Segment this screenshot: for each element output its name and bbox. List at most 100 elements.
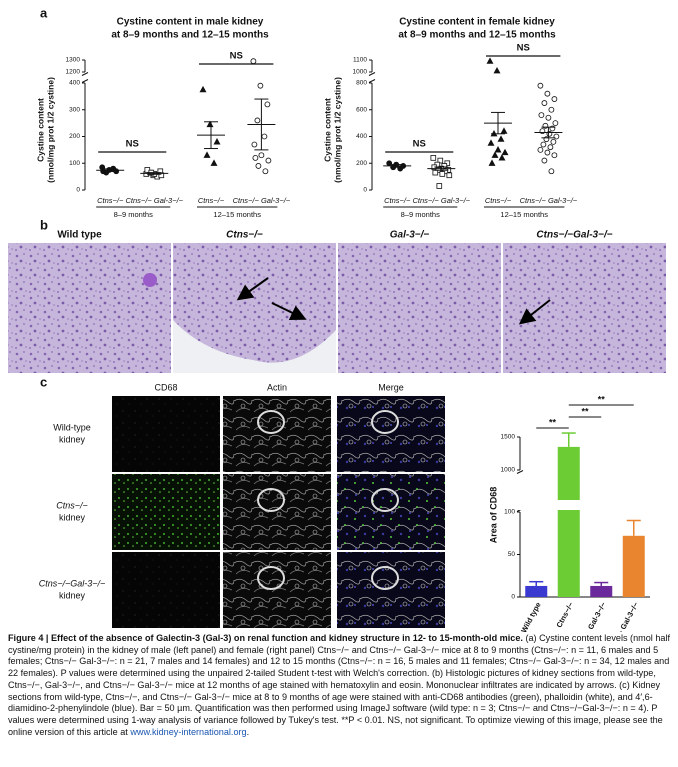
point [547, 144, 554, 151]
group-label: 12–15 months [500, 210, 548, 219]
axis-break [81, 72, 89, 76]
point [430, 155, 437, 161]
histology-label: Wild type [57, 230, 102, 241]
x-tick-label: Ctns−/− Gal-3−/− [520, 196, 578, 205]
histology-image [503, 243, 666, 373]
caption-link[interactable]: www.kidney-international.org [130, 726, 247, 737]
point [255, 163, 262, 169]
group-label: 8–9 months [401, 210, 440, 219]
y-tick-label: 200 [356, 160, 367, 167]
row-label: kidney [59, 590, 86, 600]
y-tick-label: 50 [508, 551, 516, 558]
figure: a b c Cystine content in male kidney at 8… [8, 5, 666, 632]
axis-break-gap [516, 500, 650, 510]
chart-title: Cystine content in female kidney [399, 17, 555, 28]
column-header: Actin [267, 382, 287, 392]
annotation: ** [549, 417, 557, 427]
point [538, 112, 545, 118]
y-tick-label: 100 [69, 160, 80, 167]
point [494, 146, 502, 153]
y-tick-label: 800 [356, 80, 367, 87]
histology-label: Ctns−/− [226, 230, 263, 241]
point [446, 172, 453, 179]
x-tick-label: Ctns−/− Gal-3−/− [413, 196, 471, 205]
micrograph [337, 474, 445, 550]
y-axis-label: Area of CD68 [488, 487, 498, 544]
point [199, 85, 207, 93]
axis-break [368, 79, 376, 83]
x-tick-label: Gal-3−/− [586, 600, 608, 631]
point [548, 168, 555, 175]
group-label: 8–9 months [114, 210, 153, 219]
annotation: NS [126, 139, 139, 150]
histology-image [338, 243, 501, 373]
glomerulus-stain [371, 566, 399, 590]
annotation: NS [413, 139, 426, 150]
point [541, 157, 548, 164]
y-tick-label: 200 [69, 133, 80, 140]
y-tick-label: 0 [363, 187, 367, 194]
y-tick-label: 1500 [501, 434, 516, 441]
y-tick-label: 1100 [353, 57, 367, 64]
point [486, 57, 494, 64]
axis-break [516, 470, 524, 474]
point [210, 159, 218, 166]
y-tick-label: 100 [504, 509, 515, 516]
x-tick-label: Wild type [519, 601, 543, 632]
glomerulus [143, 273, 157, 287]
row-label: kidney [59, 512, 86, 522]
x-tick-label: Ctns−/− Gal-3−/− [233, 196, 291, 205]
caption-end: . [246, 726, 250, 737]
histology-image [173, 243, 336, 363]
point [262, 168, 269, 175]
point [213, 138, 221, 145]
axis-break [81, 79, 89, 83]
annotation: NS [517, 43, 530, 54]
annotation: NS [230, 51, 243, 62]
annotation: ** [598, 394, 606, 404]
bar [590, 585, 613, 597]
y-tick-label: 1300 [66, 57, 81, 64]
micrograph [112, 396, 220, 472]
point [488, 159, 496, 166]
histology-label: Gal-3−/− [390, 230, 430, 241]
point [544, 149, 551, 156]
x-tick-label: Ctns−/− [485, 196, 512, 205]
point [250, 58, 257, 65]
glomerulus-stain [371, 488, 399, 512]
point [497, 135, 505, 142]
row-label: Ctns−/−Gal-3−/− [39, 578, 106, 588]
axis-break [368, 72, 376, 76]
point [537, 146, 544, 153]
point [436, 183, 443, 189]
x-tick-label: Ctns−/− [384, 196, 411, 205]
y-tick-label: 1000 [501, 467, 516, 474]
point [261, 133, 268, 140]
histology-label: Ctns−/−Gal-3−/− [536, 230, 612, 241]
column-header: Merge [378, 382, 404, 392]
point [437, 157, 444, 164]
point [254, 117, 261, 124]
x-tick-label: Ctns−/− [198, 196, 225, 205]
point [540, 141, 547, 148]
micrograph [337, 396, 445, 472]
point [500, 127, 508, 134]
y-axis-label: Cystine content [35, 98, 45, 162]
y-tick-label: 1200 [66, 69, 81, 76]
micrograph [112, 474, 220, 550]
micrograph [112, 552, 220, 628]
point [550, 138, 557, 145]
group-label: 12–15 months [213, 210, 261, 219]
arrow [271, 302, 307, 320]
micrograph [223, 552, 331, 628]
micrograph [223, 396, 331, 472]
point [432, 169, 439, 176]
point [203, 151, 211, 158]
point [439, 171, 446, 177]
glomerulus-stain [257, 488, 285, 512]
y-tick-label: 300 [69, 106, 80, 113]
point [551, 96, 558, 102]
annotation: ** [581, 406, 589, 416]
glomerulus-stain [371, 410, 399, 434]
